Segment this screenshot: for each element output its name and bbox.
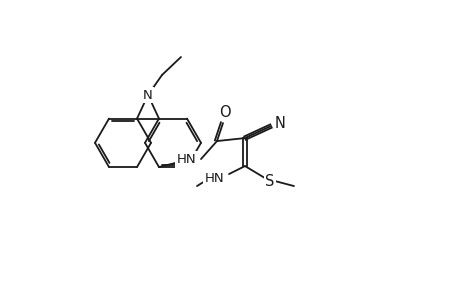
Text: O: O xyxy=(218,105,230,120)
Text: N: N xyxy=(274,116,285,130)
Text: HN: HN xyxy=(177,153,196,166)
Text: HN: HN xyxy=(205,172,224,184)
Text: N: N xyxy=(143,88,152,101)
Text: S: S xyxy=(265,174,274,189)
